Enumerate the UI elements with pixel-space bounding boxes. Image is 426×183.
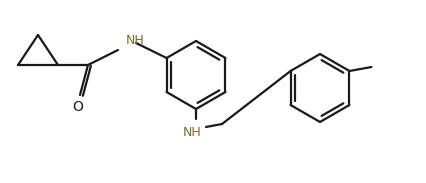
Text: O: O xyxy=(72,100,83,114)
Text: NH: NH xyxy=(126,33,144,46)
Text: NH: NH xyxy=(182,126,201,139)
